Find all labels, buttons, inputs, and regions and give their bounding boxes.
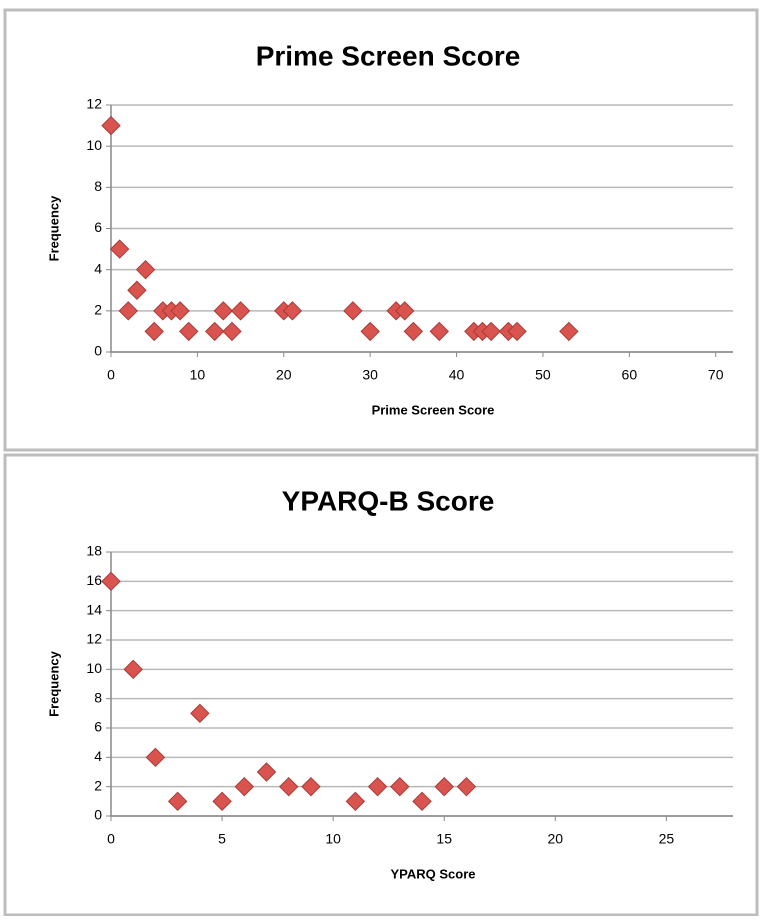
x-tick-label: 0	[107, 831, 115, 847]
data-point	[212, 791, 232, 812]
data-point	[118, 301, 138, 321]
data-point	[456, 776, 477, 797]
data-point	[360, 321, 380, 342]
y-tick-label: 12	[86, 96, 102, 112]
y-tick-label: 4	[94, 260, 102, 276]
data-point	[204, 321, 225, 342]
x-axis-label: Prime Screen Score	[372, 402, 495, 417]
data-point	[123, 659, 143, 680]
data-point	[144, 321, 164, 342]
data-point	[481, 321, 501, 342]
data-point	[222, 321, 242, 342]
data-point	[282, 301, 303, 321]
data-point	[367, 776, 388, 797]
data-point	[345, 791, 366, 812]
data-point	[190, 703, 210, 724]
x-tick-label: 50	[535, 367, 551, 383]
y-tick-label: 4	[94, 748, 102, 764]
data-point	[170, 301, 190, 321]
chart-title: Prime Screen Score	[256, 40, 521, 71]
data-point	[230, 301, 251, 321]
data-point	[559, 321, 579, 342]
y-tick-label: 18	[86, 543, 102, 559]
x-tick-label: 20	[547, 831, 563, 847]
y-tick-label: 0	[94, 343, 102, 359]
data-point	[343, 301, 363, 321]
y-tick-label: 0	[94, 807, 102, 823]
y-tick-label: 2	[94, 777, 102, 793]
x-tick-label: 25	[659, 831, 675, 847]
x-tick-label: 30	[362, 367, 378, 383]
data-point	[101, 115, 121, 136]
data-point	[301, 776, 321, 797]
data-point	[429, 321, 449, 342]
y-tick-label: 14	[86, 601, 102, 617]
data-point	[256, 762, 277, 782]
data-point	[127, 280, 147, 300]
x-tick-label: 15	[436, 831, 452, 847]
data-point	[167, 791, 188, 812]
data-point	[434, 776, 454, 797]
x-tick-label: 5	[218, 831, 226, 847]
data-point	[234, 776, 254, 797]
y-tick-label: 6	[94, 719, 102, 735]
y-tick-label: 12	[86, 631, 102, 647]
x-tick-label: 40	[449, 367, 465, 383]
y-tick-label: 10	[86, 660, 102, 676]
data-point	[135, 259, 156, 280]
chart-title: YPARQ-B Score	[282, 485, 495, 516]
data-point	[390, 776, 410, 797]
data-point	[279, 776, 299, 797]
data-point	[507, 321, 527, 342]
y-tick-label: 6	[94, 219, 102, 235]
chart-panel	[3, 8, 759, 452]
data-point	[101, 571, 121, 592]
data-point	[213, 301, 234, 321]
y-tick-label: 10	[86, 137, 102, 153]
y-axis-label: Frequency	[46, 195, 61, 262]
x-tick-label: 10	[325, 831, 341, 847]
y-tick-label: 2	[94, 302, 102, 318]
x-tick-label: 20	[276, 367, 292, 383]
x-tick-label: 0	[107, 367, 115, 383]
x-tick-label: 10	[190, 367, 206, 383]
data-point	[179, 321, 199, 342]
data-point	[412, 791, 432, 812]
y-axis-label: Frequency	[46, 650, 61, 717]
x-tick-label: 60	[622, 367, 638, 383]
x-axis-label: YPARQ Score	[390, 866, 475, 881]
y-tick-label: 8	[94, 689, 102, 705]
data-point	[403, 321, 424, 342]
data-point	[145, 747, 166, 768]
data-point	[395, 301, 415, 321]
data-point	[109, 239, 130, 259]
x-tick-label: 70	[708, 367, 724, 383]
y-tick-label: 16	[86, 572, 102, 588]
chart-panel	[3, 453, 759, 917]
y-tick-label: 8	[94, 178, 102, 194]
